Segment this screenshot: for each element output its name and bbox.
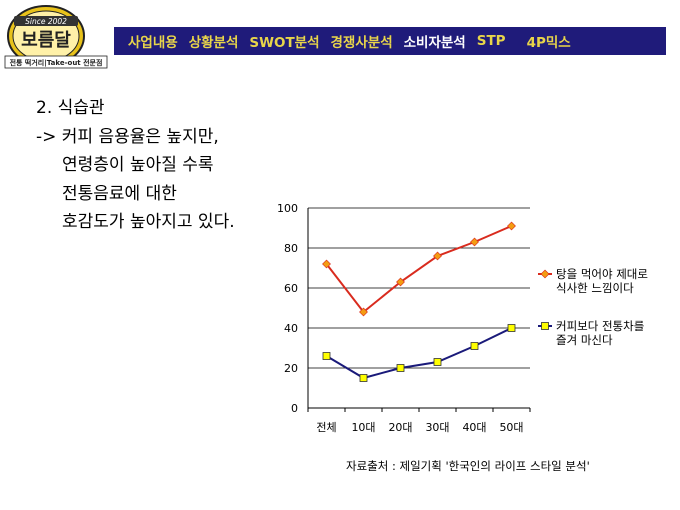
data-point <box>470 342 479 350</box>
section-heading: 2. 식습관 <box>36 98 105 118</box>
legend-label: 즐겨 마신다 <box>556 333 613 347</box>
data-point <box>396 364 405 372</box>
legend-label: 탕을 먹어야 제대로 <box>556 267 648 281</box>
nav-item-swot[interactable]: SWOT분석 <box>249 35 320 51</box>
data-point <box>322 259 331 269</box>
x-tick-label: 40대 <box>462 421 486 434</box>
logo-tagline: 전통 떡거리|Take-out 전문점 <box>10 58 103 68</box>
y-tick-label: 60 <box>284 282 298 295</box>
data-point <box>433 251 442 261</box>
x-tick-label: 20대 <box>388 421 412 434</box>
data-point <box>359 374 368 382</box>
legend-label: 커피보다 전통차를 <box>556 319 644 333</box>
x-tick-label: 30대 <box>425 421 449 434</box>
y-tick-label: 100 <box>277 202 298 215</box>
data-point <box>396 277 405 287</box>
y-tick-label: 40 <box>284 322 298 335</box>
nav-item-4p[interactable]: 4P믹스 <box>526 35 571 51</box>
data-point <box>507 221 516 231</box>
x-tick-label: 전체 <box>316 421 336 434</box>
data-point <box>470 237 479 247</box>
x-tick-label: 50대 <box>499 421 523 434</box>
series-line <box>325 225 512 314</box>
data-point <box>433 358 442 366</box>
legend-marker <box>540 269 550 279</box>
top-nav-bar: 사업내용 상황분석 SWOT분석 경쟁사분석 소비자분석 STP 4P믹스 <box>114 27 666 55</box>
content-line: 전통음료에 대한 <box>62 183 177 204</box>
content-block: 2. 식습관 -> 커피 음용율은 높지만, 연령층이 높아질 수록 전통음료에… <box>36 94 235 237</box>
nav-item-competitor[interactable]: 경쟁사분석 <box>330 35 393 51</box>
y-tick-label: 0 <box>291 402 298 415</box>
y-tick-label: 80 <box>284 242 298 255</box>
content-line: 연령층이 높아질 수록 <box>62 155 214 175</box>
data-point <box>322 352 331 360</box>
logo-name: 보름달 <box>21 30 71 51</box>
data-point <box>507 324 516 332</box>
brand-logo: Since 2002 보름달 전통 떡거리|Take-out 전문점 <box>4 4 108 74</box>
series-line <box>325 327 512 380</box>
content-line: -> 커피 음용율은 높지만, <box>36 126 219 147</box>
source-citation: 자료출처 : 제일기획 '한국인의 라이프 스타일 분석' <box>346 459 590 473</box>
legend-marker <box>541 322 549 330</box>
content-line: 호감도가 높아지고 있다. <box>62 212 235 232</box>
legend-label: 식사한 느낌이다 <box>556 281 634 295</box>
nav-item-business[interactable]: 사업내용 <box>128 35 178 51</box>
line-chart: 0 20 40 60 80 100 전체 10대 20대 30대 40대 50대 탕을 먹어야 제대로 식… <box>268 196 680 446</box>
nav-item-consumer[interactable]: 소비자분석 <box>403 35 466 51</box>
nav-item-situation[interactable]: 상황분석 <box>188 35 239 51</box>
x-tick-label: 10대 <box>351 421 375 434</box>
nav-item-stp[interactable]: STP <box>476 33 506 49</box>
logo-since: Since 2002 <box>25 17 67 26</box>
y-tick-label: 20 <box>284 362 298 375</box>
data-point <box>359 307 368 317</box>
